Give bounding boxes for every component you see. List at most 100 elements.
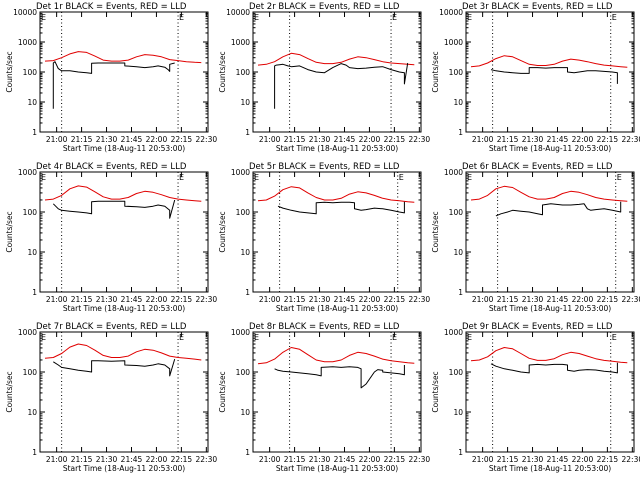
x-tick-label: 22:15: [384, 295, 406, 304]
x-axis-label: Start Time (18-Aug-11 20:53:00): [63, 144, 185, 153]
x-tick-label: 21:00: [259, 455, 281, 464]
plot-frame: [465, 331, 635, 453]
time-marker-label: E: [179, 13, 184, 22]
x-tick-label: 21:30: [522, 135, 544, 144]
x-tick-label: 22:30: [196, 135, 218, 144]
chart-panel: Det 2r BLACK = Events, RED = LLD 1 10 100 10…: [218, 2, 430, 153]
lld-series-line: [44, 185, 202, 202]
x-tick-label: 22:15: [171, 295, 193, 304]
lld-series-line: [257, 52, 415, 66]
x-tick-label: 21:30: [96, 455, 118, 464]
x-tick-label: 21:00: [46, 455, 68, 464]
x-tick-label: 21:30: [96, 295, 118, 304]
x-tick-label: 21:15: [284, 295, 306, 304]
y-tick-label: 10: [27, 98, 37, 107]
y-axis-label: Counts/sec: [218, 51, 227, 92]
y-tick-label: 1000: [444, 38, 463, 47]
x-tick-label: 21:30: [522, 295, 544, 304]
x-tick-label: 21:00: [259, 135, 281, 144]
time-marker-label: E: [179, 333, 184, 342]
x-tick-label: 21:15: [497, 135, 519, 144]
lld-series-line: [470, 185, 628, 202]
x-tick-label: 22:30: [196, 455, 218, 464]
y-tick-label: 10: [240, 248, 250, 257]
plot-frame: [465, 171, 635, 293]
time-marker-label: E: [179, 173, 184, 182]
plot-frame: [39, 331, 209, 453]
x-tick-label: 22:15: [384, 455, 406, 464]
x-tick-label: 21:45: [547, 455, 569, 464]
y-tick-label: 1000: [231, 328, 250, 337]
x-tick-label: 21:30: [522, 455, 544, 464]
x-tick-label: 22:00: [146, 455, 168, 464]
time-marker-label: E: [612, 13, 617, 22]
events-series-line: [274, 62, 409, 109]
x-tick-label: 21:15: [497, 455, 519, 464]
chart-panel: Det 4r BLACK = Events, RED = LLD 1 10 100 10…: [5, 162, 217, 313]
events-series-line: [490, 67, 618, 84]
plot-frame: [39, 11, 209, 133]
y-tick-label: 10: [27, 408, 37, 417]
x-tick-label: 22:30: [622, 135, 640, 144]
y-tick-label: 1000: [18, 168, 37, 177]
y-tick-label: 1000: [444, 168, 463, 177]
x-tick-label: 21:15: [497, 295, 519, 304]
y-tick-label: 100: [449, 208, 464, 217]
time-marker-label: E: [617, 173, 622, 182]
plot-frame: [252, 171, 422, 293]
x-axis-label: Start Time (18-Aug-11 20:53:00): [489, 464, 611, 473]
y-tick-label: 100: [23, 368, 38, 377]
y-tick-label: 10: [453, 98, 463, 107]
y-tick-label: 1: [245, 288, 250, 297]
y-tick-label: 10: [240, 408, 250, 417]
lld-series-line: [470, 347, 628, 364]
x-tick-label: 21:00: [472, 455, 494, 464]
x-tick-label: 21:15: [71, 295, 93, 304]
y-axis-label: Counts/sec: [5, 371, 14, 412]
lld-series-line: [44, 343, 202, 361]
chart-panel: Det 7r BLACK = Events, RED = LLD 1 10 100 10…: [5, 322, 217, 473]
time-marker-label: E: [612, 333, 617, 342]
y-axis-label: Counts/sec: [431, 51, 440, 92]
start-marker: E: [254, 173, 259, 182]
chart-panel: Det 1r BLACK = Events, RED = LLD 1 10 100 10…: [5, 2, 217, 153]
x-tick-label: 21:30: [309, 455, 331, 464]
x-tick-label: 21:45: [547, 295, 569, 304]
y-tick-label: 10000: [439, 8, 463, 17]
plot-frame: [252, 331, 422, 453]
events-series-line: [52, 61, 175, 109]
start-marker: E: [254, 333, 259, 342]
x-tick-label: 22:00: [572, 295, 594, 304]
x-tick-label: 22:00: [572, 455, 594, 464]
x-tick-label: 22:30: [622, 295, 640, 304]
y-tick-label: 1: [32, 448, 37, 457]
y-tick-label: 1000: [18, 328, 37, 337]
x-axis-label: Start Time (18-Aug-11 20:53:00): [63, 464, 185, 473]
x-tick-label: 21:30: [309, 135, 331, 144]
chart-title: Det 4r BLACK = Events, RED = LLD: [36, 162, 187, 172]
x-tick-label: 21:15: [284, 135, 306, 144]
x-tick-label: 21:45: [121, 455, 143, 464]
x-tick-label: 22:30: [409, 455, 431, 464]
lld-series-line: [257, 347, 415, 365]
x-tick-label: 22:15: [597, 135, 619, 144]
y-tick-label: 1: [245, 128, 250, 137]
plot-frame: [252, 11, 422, 133]
chart-title: Det 1r BLACK = Events, RED = LLD: [36, 2, 187, 12]
x-tick-label: 22:00: [146, 295, 168, 304]
y-tick-label: 10: [27, 248, 37, 257]
chart-panel: Det 8r BLACK = Events, RED = LLD 1 10 100 10…: [218, 322, 430, 473]
events-series-line: [53, 358, 176, 377]
plot-frame: [39, 171, 209, 293]
y-tick-label: 1: [458, 448, 463, 457]
chart-panel: Det 9r BLACK = Events, RED = LLD 1 10 100 10…: [431, 322, 640, 473]
y-axis-label: Counts/sec: [5, 211, 14, 252]
lld-series-line: [470, 55, 628, 68]
y-tick-label: 1: [32, 288, 37, 297]
x-tick-label: 22:15: [384, 135, 406, 144]
x-tick-label: 21:00: [46, 135, 68, 144]
y-tick-label: 1000: [444, 328, 463, 337]
x-tick-label: 21:30: [96, 135, 118, 144]
x-tick-label: 21:45: [121, 135, 143, 144]
x-tick-label: 21:15: [284, 455, 306, 464]
